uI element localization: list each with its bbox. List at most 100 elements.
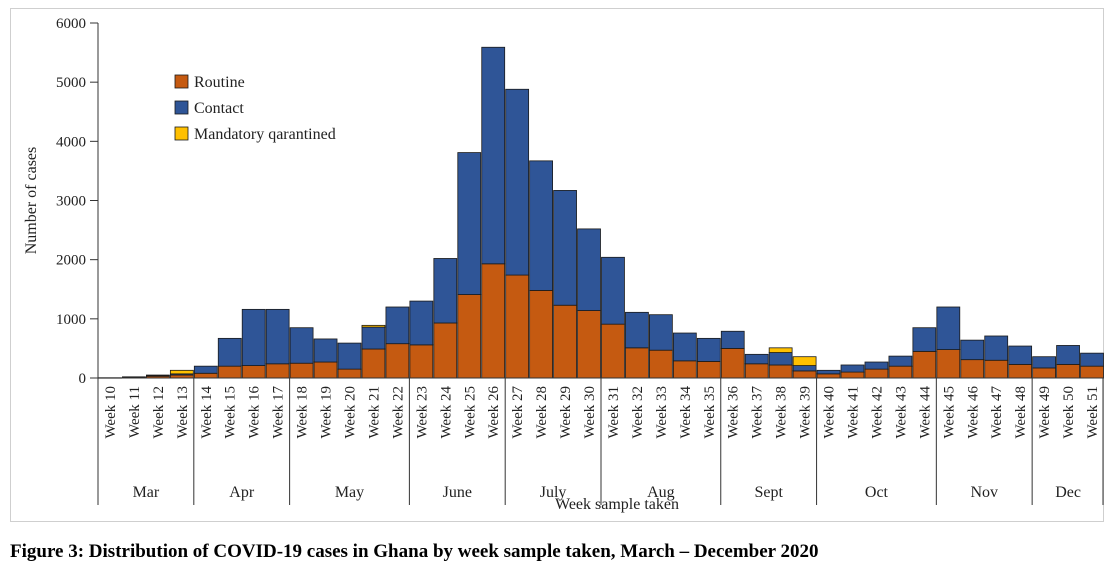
bar-segment-routine	[241, 365, 266, 379]
bar-segment-contact	[984, 335, 1009, 361]
bar-segment-contact	[936, 306, 961, 350]
bar-segment-routine	[744, 363, 769, 379]
bar-segment-routine	[912, 350, 937, 379]
month-label: Dec	[1055, 484, 1081, 501]
y-tick-label: 3000	[56, 194, 86, 210]
x-tick-label: Week 13	[175, 386, 191, 439]
bar-segment-contact	[385, 306, 410, 345]
bar-segment-routine	[960, 359, 985, 379]
bar-segment-contact	[241, 308, 266, 366]
bar-segment-routine	[840, 371, 865, 379]
y-axis-title: Number of cases	[23, 147, 40, 255]
bar-segment-routine	[816, 373, 841, 379]
bar-segment-routine	[433, 322, 458, 379]
x-tick-label: Week 37	[750, 386, 766, 439]
stacked-bar-chart: 0 1000 2000 3000 4000 5000 6000 Number of cases…	[23, 16, 1104, 513]
bar-segment-contact	[720, 330, 745, 349]
y-tick-label: 5000	[56, 75, 86, 91]
bar-segment-contact	[888, 355, 913, 367]
bar-segment-routine	[984, 359, 1009, 379]
bar-segment-contact	[768, 352, 793, 366]
bar-segment-mandatory	[768, 347, 793, 353]
bar-segment-contact	[289, 327, 314, 364]
legend-swatch	[174, 126, 189, 141]
bar-segment-contact	[505, 88, 530, 276]
x-tick-label: Week 49	[1037, 386, 1053, 439]
legend-label: Contact	[194, 100, 244, 117]
bar-segment-contact	[1032, 356, 1056, 369]
bar-segment-routine	[313, 361, 338, 379]
x-tick-label: Week 21	[366, 386, 382, 439]
x-tick-label: Week 34	[678, 386, 694, 439]
x-tick-label: Week 12	[151, 386, 167, 439]
x-tick-label: Week 29	[558, 386, 574, 439]
bar-segment-contact	[553, 190, 577, 306]
x-tick-label: Week 25	[462, 386, 478, 439]
legend-label: Mandatory qarantined	[194, 126, 336, 143]
x-tick-label: Week 38	[774, 386, 790, 439]
bar-segment-routine	[217, 365, 242, 379]
bar-segment-contact	[217, 337, 242, 367]
bar-segment-routine	[625, 347, 649, 379]
x-tick-label: Week 20	[343, 386, 359, 439]
x-tick-label: Week 51	[1085, 386, 1101, 439]
bar-segment-routine	[385, 343, 410, 379]
month-label: May	[335, 484, 364, 501]
x-tick-label: Week 33	[654, 386, 670, 439]
legend-label: Routine	[194, 74, 245, 91]
bar-segment-contact	[577, 228, 601, 311]
bar-segment-contact	[601, 256, 625, 325]
bar-segment-contact	[313, 338, 338, 363]
bar-segment-contact	[840, 364, 865, 373]
bar-segment-routine	[457, 294, 482, 379]
bar-segment-contact	[481, 46, 506, 265]
x-tick-label: Week 45	[941, 386, 957, 439]
figure-caption: Figure 3: Distribution of COVID-19 cases…	[10, 541, 819, 562]
bar-segment-routine	[768, 364, 793, 379]
month-label: Apr	[229, 484, 255, 501]
bar-segment-routine	[649, 349, 673, 379]
legend-swatch	[174, 100, 189, 115]
month-label: Nov	[970, 484, 998, 501]
x-tick-label: Week 47	[989, 386, 1005, 439]
bar-segment-contact	[361, 326, 386, 350]
x-tick-label: Week 40	[822, 386, 838, 439]
y-tick-label: 1000	[56, 312, 86, 328]
x-tick-label: Week 16	[247, 386, 263, 439]
bar-segment-routine	[289, 362, 314, 379]
bar-segment-mandatory	[169, 369, 194, 375]
chart-frame: 0 1000 2000 3000 4000 5000 6000 Number of cases…	[10, 8, 1104, 522]
bar-segment-contact	[625, 311, 649, 349]
y-tick-label: 2000	[56, 253, 86, 269]
bar-segment-routine	[337, 368, 362, 379]
x-tick-label: Week 32	[630, 386, 646, 439]
bar-segment-contact	[864, 361, 889, 370]
bar-segment-mandatory	[146, 374, 170, 377]
x-tick-label: Week 35	[702, 386, 718, 439]
month-label: Oct	[865, 484, 889, 501]
y-tick-label: 6000	[56, 16, 86, 32]
bar-segment-contact	[744, 353, 769, 365]
x-tick-label: Week 19	[319, 386, 335, 439]
legend-swatch	[174, 74, 189, 89]
bar-segment-routine	[553, 304, 577, 379]
x-axis-title: Week sample taken	[555, 496, 679, 513]
y-tick-label: 4000	[56, 134, 86, 150]
x-tick-label: Week 17	[271, 386, 287, 439]
bar-segment-routine	[1008, 363, 1033, 379]
bar-segment-contact	[122, 376, 146, 378]
x-tick-label: Week 31	[606, 386, 622, 439]
x-tick-label: Week 23	[414, 386, 430, 439]
bar-segment-routine	[265, 363, 290, 379]
bar-segment-contact	[696, 337, 721, 362]
bar-segment-routine	[193, 372, 218, 379]
bar-segment-contact	[672, 332, 697, 362]
bar-segment-routine	[792, 370, 817, 379]
bar-segment-routine	[672, 360, 697, 379]
month-label: Aug	[647, 484, 675, 501]
x-tick-label: Week 41	[846, 386, 862, 439]
bar-segment-mandatory	[792, 356, 817, 366]
x-tick-label: Week 39	[798, 386, 814, 439]
month-label: June	[443, 484, 472, 501]
bar-segment-contact	[912, 327, 937, 352]
